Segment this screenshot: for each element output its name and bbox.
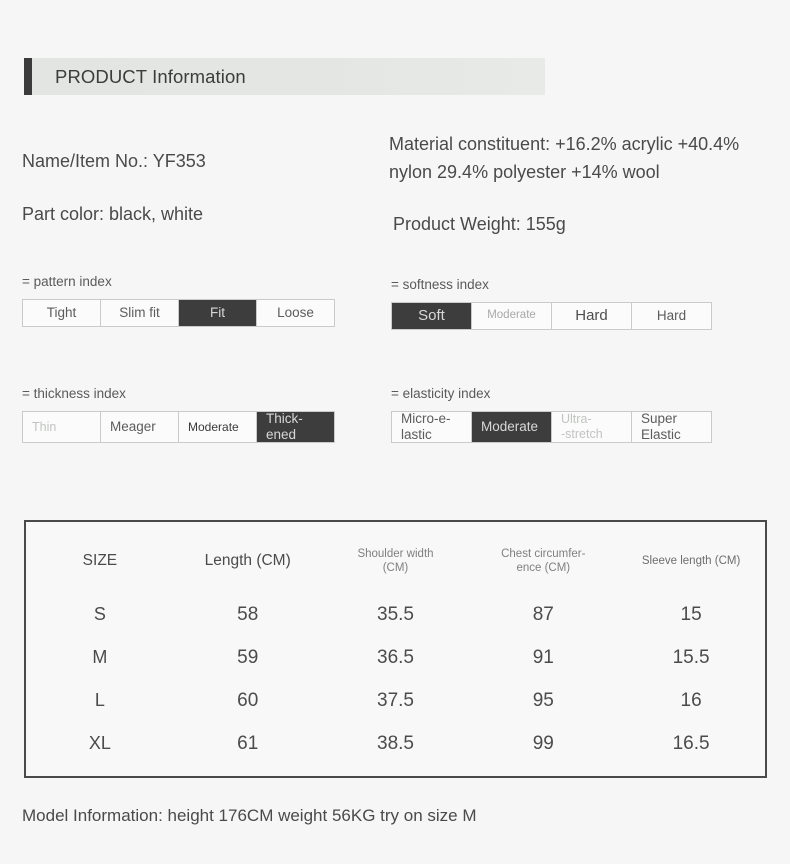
size-table-cell: 37.5 [377, 689, 414, 711]
size-table-header-cell: SIZE [82, 552, 118, 569]
softness-index-label: = softness index [391, 277, 489, 292]
size-table-cell: 15.5 [672, 646, 710, 668]
product-info-left: Name/Item No.: YF353 Part color: black, … [22, 120, 382, 228]
size-table-cell: L [94, 690, 105, 710]
product-name-item-no: Name/Item No.: YF353 [22, 151, 206, 171]
model-information: Model Information: height 176CM weight 5… [22, 806, 477, 825]
index-cell-selected[interactable]: Fit [179, 300, 257, 326]
size-table: SIZE Length (CM) Shoulder width (CM) Chest c… [26, 522, 765, 765]
index-cell[interactable]: Meager [101, 412, 179, 442]
size-table-cell: M [92, 647, 108, 667]
size-table-container: SIZE Length (CM) Shoulder width (CM) Chest c… [24, 520, 767, 778]
pattern-index-group: = pattern index Tight Slim fit Fit Loose [22, 274, 337, 327]
size-table-cell: 36.5 [377, 646, 414, 668]
size-table-cell: 99 [532, 732, 554, 754]
table-row: XL 61 38.5 99 16.5 [26, 722, 765, 765]
elasticity-index-label: = elasticity index [391, 386, 491, 401]
index-cell[interactable]: Super Elastic [632, 412, 711, 442]
size-table-cell: 95 [532, 689, 554, 711]
index-cell[interactable]: Hard [552, 303, 632, 329]
size-table-cell: 58 [237, 603, 259, 625]
size-table-header-row: SIZE Length (CM) Shoulder width (CM) Chest c… [26, 522, 765, 593]
index-cell-selected[interactable]: Moderate [472, 412, 552, 442]
index-cell[interactable]: Loose [257, 300, 334, 326]
index-cell[interactable]: Moderate [179, 412, 257, 442]
index-cell[interactable]: Thin [23, 412, 101, 442]
table-row: M 59 36.5 91 15.5 [26, 636, 765, 679]
size-table-cell: 87 [532, 603, 554, 625]
product-weight: Product Weight: 155g [393, 214, 566, 234]
index-cell[interactable]: Ultra- -stretch [552, 412, 632, 442]
page-title: PRODUCT Information [55, 65, 246, 87]
section-header: PRODUCT Information [24, 58, 545, 95]
thickness-index-bar[interactable]: Thin Meager Moderate Thick-ened [22, 411, 335, 443]
size-table-cell: XL [88, 733, 111, 753]
size-table-cell: 61 [237, 732, 259, 754]
softness-index-bar[interactable]: Soft Moderate Hard Hard [391, 302, 712, 330]
elasticity-index-group: = elasticity index Micro-e-lastic Moderat… [391, 386, 714, 443]
index-cell-selected[interactable]: Soft [392, 303, 472, 329]
size-table-head: SIZE Length (CM) Shoulder width (CM) Chest c… [26, 522, 765, 593]
index-cell[interactable]: Moderate [472, 303, 552, 329]
index-cell[interactable]: Hard [632, 303, 711, 329]
size-table-cell: S [93, 604, 106, 624]
size-table-cell: 35.5 [377, 603, 414, 625]
product-material-constituent: Material constituent: +16.2% acrylic +40… [389, 134, 740, 182]
index-cell[interactable]: Micro-e-lastic [392, 412, 472, 442]
table-row: S 58 35.5 87 15 [26, 593, 765, 636]
size-table-cell: 91 [532, 646, 554, 668]
product-info-right: Material constituent: +16.2% acrylic +40… [389, 120, 787, 238]
size-table-cell: 38.5 [377, 732, 414, 754]
header-accent-bar [24, 58, 32, 95]
index-cell[interactable]: Slim fit [101, 300, 179, 326]
size-table-cell: 16 [680, 689, 702, 711]
product-part-color: Part color: black, white [22, 204, 204, 224]
index-cell-selected[interactable]: Thick-ened [257, 412, 334, 442]
index-cell[interactable]: Tight [23, 300, 101, 326]
thickness-index-label: = thickness index [22, 386, 126, 401]
size-table-header-cell: Sleeve length (CM) [641, 555, 741, 567]
size-table-cell: 16.5 [672, 732, 710, 754]
size-table-header-cell: Chest circumfer-ence (CM) [501, 547, 586, 574]
size-table-body: S 58 35.5 87 15 M 59 36.5 91 15.5 L 60 37.5 95 16 XL 61 3… [26, 593, 765, 765]
table-row: L 60 37.5 95 16 [26, 679, 765, 722]
elasticity-index-bar[interactable]: Micro-e-lastic Moderate Ultra- -stretch Supe… [391, 411, 712, 443]
softness-index-group: = softness index Soft Moderate Hard Hard [391, 277, 714, 330]
pattern-index-bar[interactable]: Tight Slim fit Fit Loose [22, 299, 335, 327]
size-table-cell: 15 [680, 603, 702, 625]
pattern-index-label: = pattern index [22, 274, 112, 289]
size-table-cell: 59 [237, 646, 259, 668]
size-table-header-cell: Length (CM) [204, 552, 291, 569]
size-table-header-cell: Shoulder width (CM) [357, 547, 434, 574]
size-table-cell: 60 [237, 689, 259, 711]
thickness-index-group: = thickness index Thin Meager Moderate Thic… [22, 386, 337, 443]
